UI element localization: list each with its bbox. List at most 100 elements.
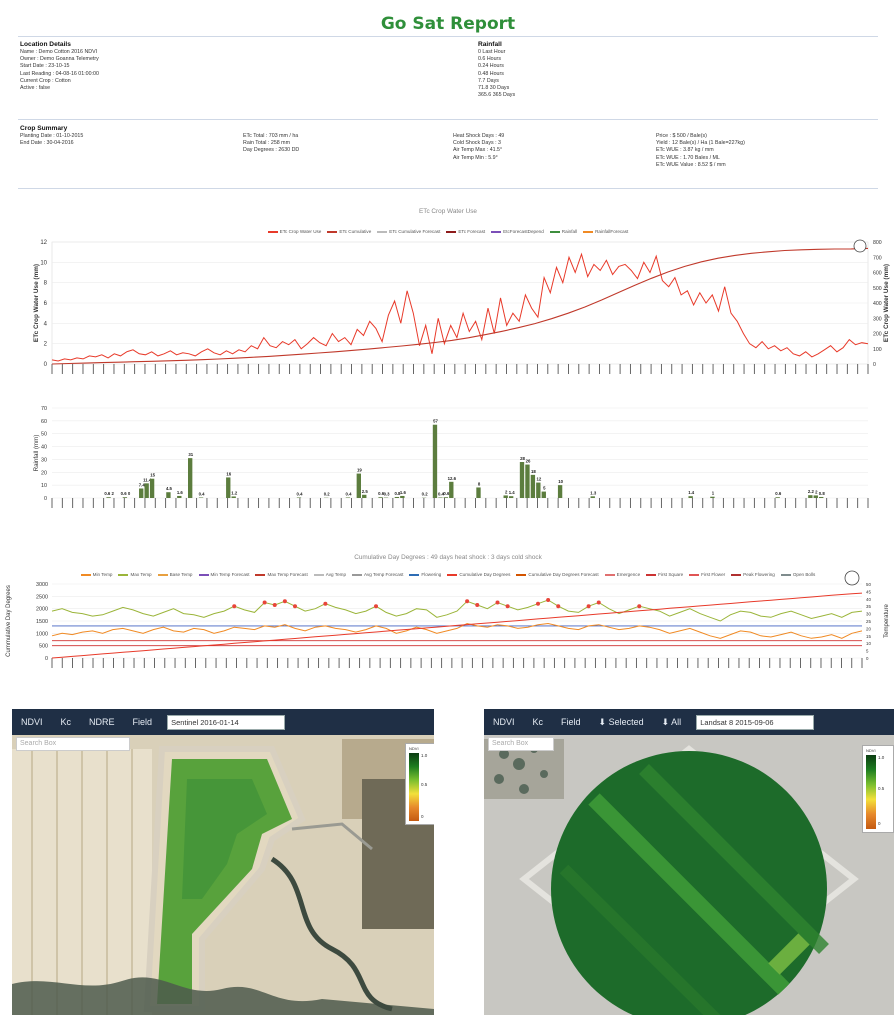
legend-item[interactable]: Min Temp Forecast [198, 572, 249, 577]
legend-item[interactable]: RainfallForecast [583, 229, 628, 234]
y2-tick-label: 30 [866, 612, 871, 617]
legend-item[interactable]: Min Temp [80, 572, 112, 577]
heat-shock-marker [465, 599, 470, 604]
heat-shock-marker [536, 601, 540, 606]
bar-data-label: 2 [505, 489, 508, 494]
rainfall-line: 0 Last Hour [478, 49, 506, 55]
legend-item[interactable]: Cumulative Day Degrees [447, 572, 510, 577]
y-tick-label: 1000 [36, 631, 48, 637]
rainfall-bar [226, 477, 231, 498]
y-tick-label: 40 [41, 445, 47, 451]
legend-label: Max Temp [130, 572, 152, 577]
search-input[interactable]: Search Box [16, 737, 130, 751]
location-line: Name : Demo Cotton 2016 NDVI [20, 49, 98, 55]
bar-data-label: 0.6 0 [121, 491, 131, 496]
y-tick-label: 30 [41, 457, 47, 463]
legend-item[interactable]: Flowering [409, 572, 441, 577]
location-line: Start Date : 23-10-15 [20, 63, 70, 70]
field-button[interactable]: Field [561, 717, 581, 727]
location-details: Location Details Name : Demo Cotton 2016… [20, 40, 99, 92]
sentinel-field-map[interactable] [12, 709, 434, 1015]
heat-shock-marker [546, 598, 551, 603]
legend-item[interactable]: Max Temp [118, 572, 152, 577]
y2-tick-label: 5 [866, 649, 869, 654]
field-button[interactable]: Field [132, 717, 153, 727]
y2-tick-label: 600 [873, 271, 882, 277]
creek-area [12, 977, 434, 1015]
legend-label: Emergence [616, 572, 641, 577]
legend-item[interactable]: Cumulative Day Degrees Forecast [516, 572, 599, 577]
bar-data-label: 0.3 [384, 492, 391, 497]
kc-button[interactable]: Kc [532, 717, 544, 727]
rainfall-bar [557, 485, 563, 498]
legend-item[interactable]: Peak Flowering [731, 572, 775, 577]
legend-label: First Flower [701, 572, 726, 577]
image-date-select[interactable]: Sentinel 2016-01-14 [167, 714, 286, 730]
bar-data-label: 0.8 [819, 491, 826, 496]
rainfall-line: 0.48 Hours [478, 70, 504, 77]
legend-swatch [549, 230, 560, 233]
rainfall-line: 365.6 365 Days [478, 92, 516, 99]
etc-chart-title: ETc Crop Water Use [418, 208, 477, 215]
y-tick-label: 1500 [36, 619, 48, 625]
legend-item[interactable]: ETc Cumulative Forecast [377, 229, 440, 234]
legend-label: Open Bolls [792, 572, 816, 577]
legend-item[interactable]: ETc Crop Water Use [267, 229, 321, 234]
rainfall-bar [177, 495, 182, 498]
chart-menu-icon [844, 570, 860, 586]
etc-cumulative-line [51, 247, 869, 365]
y2-tick-label: 0 [866, 656, 869, 661]
legend-item[interactable]: Open Bolls [780, 572, 816, 577]
rainfall-bar [106, 497, 111, 498]
legend-item[interactable]: Max Temp Forecast [255, 572, 308, 577]
rainfall-bar [231, 496, 236, 498]
rainfall-bar [345, 497, 351, 498]
ndre-button[interactable]: NDRE [89, 717, 115, 727]
legend-item[interactable]: Base Temp [157, 572, 193, 577]
legend-label: ETc Cumulative Forecast [389, 229, 441, 234]
legend-item[interactable]: Rainfall [549, 229, 577, 234]
search-input[interactable]: Search Box [488, 737, 554, 751]
rainfall-bar [530, 474, 536, 498]
legend-item[interactable]: ETc Forecast [446, 229, 485, 234]
legend-item[interactable]: ETc Cumulative [327, 229, 371, 234]
y-tick-label: 60 [41, 419, 47, 425]
kc-button[interactable]: Kc [60, 717, 72, 727]
bar-data-label: 1 [712, 491, 715, 496]
rainfall-bar [139, 488, 144, 498]
landsat-pivot-map[interactable] [484, 709, 894, 1015]
legend-item[interactable]: Avg Temp [313, 572, 346, 577]
heat-shock-marker [586, 604, 591, 609]
map-panel-right[interactable]: NDVI Kc Field ⬇ Selected ⬇ All Landsat 8… [484, 709, 894, 1015]
bar-data-label: 1.6 [400, 490, 407, 495]
legend-item[interactable]: Avg Temp Forecast [352, 572, 403, 577]
rainfall-bar [198, 497, 204, 498]
rainfall-bar [188, 458, 193, 498]
ndvi-button[interactable]: NDVI [493, 717, 515, 727]
legend-item[interactable]: Emergence [604, 572, 641, 577]
ndvi-button[interactable]: NDVI [21, 717, 43, 727]
y-axis-label: ETc Crop Water Use (mm) [33, 264, 40, 342]
legend-item[interactable]: EtcForecastDepend [491, 229, 544, 234]
rainfall-heading: Rainfall [478, 41, 502, 48]
rainfall-bar [688, 496, 693, 498]
y2-tick-label: 500 [873, 286, 882, 292]
rainfall-bar [536, 482, 541, 498]
dd-series-line [51, 599, 863, 622]
all-button[interactable]: ⬇ All [653, 717, 691, 728]
scale-label: 0 [421, 814, 424, 819]
y2-tick-label: 100 [873, 347, 882, 353]
image-date-select[interactable]: Landsat 8 2015-09-06 [696, 714, 815, 730]
rainfall-chart: 0 10 20 30 40 50 60 70 Rainfall (mm) 0.6 2 0.6 0 7.… [33, 406, 869, 508]
ndvi-color-scale: NDVI 1.0 0.5 0 [862, 745, 894, 833]
y-tick-label: 500 [39, 644, 48, 650]
bar-data-label: 0.4 [297, 491, 304, 496]
map-panel-left[interactable]: NDVI Kc NDRE Field Sentinel 2016-01-14 S… [12, 709, 434, 1015]
legend-swatch [516, 573, 527, 576]
divider [18, 36, 878, 37]
crop-summary-line: Planting Date : 01-10-2015 [20, 133, 84, 139]
legend-item[interactable]: First Flower [689, 572, 725, 577]
legend-item[interactable]: First Square [646, 572, 683, 577]
selected-button[interactable]: ⬇ Selected [590, 717, 653, 728]
scale-title: NDVI [866, 748, 876, 753]
